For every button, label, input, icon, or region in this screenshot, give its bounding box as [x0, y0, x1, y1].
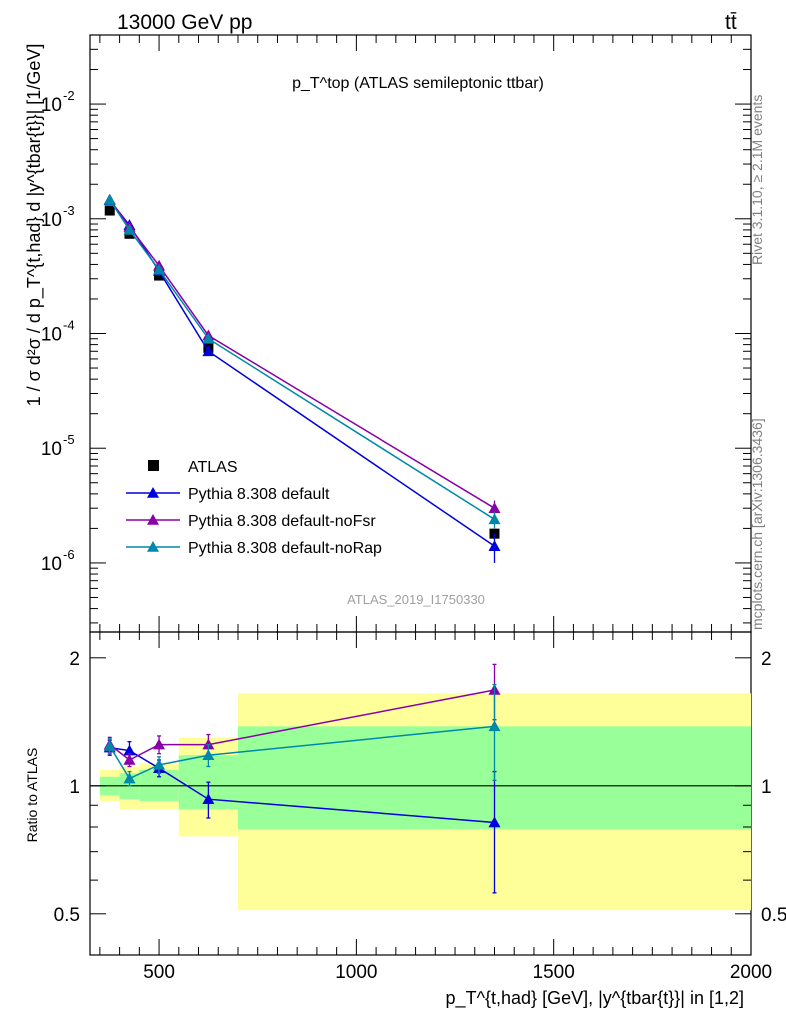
legend-item: Pythia 8.308 default-noRap [126, 540, 382, 557]
main-y-axis-label: 1 / σ d²σ / d p_T^{t,had} d |y^{tbar{t}}… [24, 44, 45, 407]
data-point [202, 345, 215, 357]
ratio-y-tick-label: 0.5 [54, 905, 80, 926]
ratio-data-point [488, 816, 501, 828]
legend-marker [148, 460, 159, 471]
ratio-series-2 [103, 683, 501, 787]
data-point [488, 540, 501, 551]
ratio-series-layer [103, 663, 501, 894]
legend-label: Pythia 8.308 default-noRap [188, 540, 382, 557]
ratio-y-tick-label: 0.5 [761, 905, 786, 926]
y-tick-label: 10 [41, 325, 62, 346]
ratio-data-point [123, 744, 136, 756]
ratio-y-axis-label: Ratio to ATLAS [24, 748, 40, 843]
legend: ATLAS Pythia 8.308 default Pythia 8.308 de… [126, 459, 382, 557]
ratio-y-tick-label: 1 [69, 777, 80, 798]
data-point [488, 513, 501, 525]
data-point [103, 193, 116, 205]
ratio-y-tick-label: 1 [761, 777, 772, 798]
y-tick-label: 10 [41, 210, 62, 231]
mcplots-label: mcplots.cern.ch [arXiv:1306.3436] [749, 418, 765, 630]
rivet-version-label: Rivet 3.1.10, ≥ 2.1M events [749, 95, 765, 265]
y-tick-label-exponent: -3 [63, 203, 75, 218]
ratio-axes: 0.5 0.5 1 1 2 2 500 1000 1500 2000 [54, 632, 786, 983]
analysis-id-label: ATLAS_2019_I1750330 [347, 592, 485, 607]
main-axes: 10-610-510-410-310-2 [41, 34, 752, 632]
y-tick-label-exponent: -5 [63, 432, 75, 447]
x-tick-label: 2000 [730, 962, 772, 983]
ratio-data-point [488, 720, 501, 732]
data-point [123, 223, 136, 235]
data-point [104, 205, 115, 216]
y-tick-label-exponent: -4 [63, 318, 75, 333]
legend-label: ATLAS [188, 459, 238, 476]
legend-label: Pythia 8.308 default [188, 486, 330, 503]
ratio-data-point [123, 772, 136, 784]
y-tick-label-exponent: -6 [63, 547, 75, 562]
legend-item: Pythia 8.308 default-noFsr [126, 513, 376, 530]
series-line [109, 199, 495, 520]
legend-marker [147, 541, 159, 552]
ratio-y-tick-label: 2 [761, 649, 772, 670]
series-2 [103, 193, 501, 518]
data-point [202, 332, 215, 344]
legend-item: Pythia 8.308 default [126, 486, 330, 503]
ratio-y-tick-label: 2 [69, 649, 80, 670]
data-point [153, 263, 166, 275]
legend-marker [147, 514, 159, 525]
main-series-layer [103, 193, 501, 563]
process-label: tt̄ [725, 11, 737, 34]
y-tick-label: 10 [41, 439, 62, 460]
y-tick-label-exponent: -2 [63, 88, 75, 103]
ratio-data-point [202, 749, 215, 761]
ratio-data-point [202, 793, 215, 805]
y-tick-label: 10 [41, 95, 62, 116]
x-axis-label: p_T^{t,had} [GeV], |y^{tbar{t}}| in [1,2… [446, 988, 744, 1009]
main-plot-title: p_T^top (ATLAS semileptonic ttbar) [292, 75, 544, 92]
x-tick-label: 1500 [533, 962, 575, 983]
ratio-data-point [123, 753, 136, 765]
series-1 [103, 194, 501, 563]
series-3 [103, 193, 501, 529]
energy-label: 13000 GeV pp [117, 11, 252, 34]
ratio-bands [99, 693, 751, 911]
data-point [488, 502, 501, 513]
ratio-data-point [103, 740, 116, 751]
x-tick-label: 500 [143, 962, 175, 983]
legend-marker [147, 487, 159, 498]
y-tick-label: 10 [41, 554, 62, 575]
series-line [109, 199, 495, 509]
x-tick-label: 1000 [335, 962, 377, 983]
legend-item: ATLAS [148, 459, 238, 476]
ratio-data-point [153, 758, 166, 770]
ratio-data-point [153, 738, 166, 750]
legend-label: Pythia 8.308 default-noFsr [188, 513, 376, 530]
